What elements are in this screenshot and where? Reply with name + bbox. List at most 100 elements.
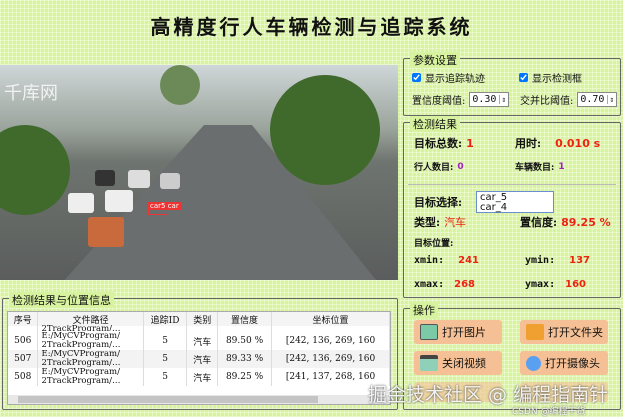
time-label: 用时: bbox=[515, 137, 542, 150]
table-row[interactable]: 506 E:/MyCVProgram/2TrackProgram/… 5 汽车 89.5… bbox=[8, 332, 390, 350]
spin-arrows-icon[interactable]: ⇕ bbox=[499, 95, 507, 104]
scrollbar-thumb[interactable] bbox=[18, 396, 318, 403]
show-box-checkbox[interactable] bbox=[519, 73, 528, 82]
horizontal-scrollbar[interactable] bbox=[8, 395, 390, 404]
cell: E:/MyCVProgram/2TrackProgram/… bbox=[37, 368, 144, 386]
show-track-checkbox[interactable] bbox=[412, 73, 421, 82]
table-row[interactable]: 508 E:/MyCVProgram/2TrackProgram/… 5 汽车 89.2… bbox=[8, 368, 390, 386]
column-header[interactable]: 坐标位置 bbox=[271, 312, 390, 326]
show-track-label: 显示追踪轨迹 bbox=[425, 74, 485, 85]
car bbox=[160, 173, 180, 189]
person-value: 0 bbox=[457, 161, 464, 172]
cell: 汽车 bbox=[186, 368, 219, 386]
cell: E:/MyCVProgram/2TrackProgram/… bbox=[37, 332, 144, 350]
cell: 2TrackProgram/… bbox=[37, 324, 144, 332]
column-header[interactable]: 类别 bbox=[186, 312, 219, 326]
cell: 506 bbox=[8, 332, 39, 350]
xmin-label: xmin: bbox=[414, 255, 445, 266]
conf-threshold-spinbox[interactable]: 0.30 ⇕ bbox=[469, 92, 510, 107]
ymin-value: 137 bbox=[569, 255, 590, 266]
folder-icon bbox=[526, 324, 544, 340]
car bbox=[128, 170, 150, 188]
button-label: 打开文件夹 bbox=[548, 326, 603, 339]
video-clapper-icon bbox=[420, 355, 438, 371]
iou-threshold-label: 交并比阈值: bbox=[520, 96, 574, 107]
target-select[interactable]: car_5 car_4 bbox=[476, 191, 554, 213]
image-icon bbox=[420, 324, 438, 340]
close-video-button[interactable]: 关闭视频 bbox=[414, 351, 502, 375]
confidence-value: 89.25 % bbox=[561, 215, 611, 229]
car bbox=[68, 193, 94, 213]
group-title: 检测结果与位置信息 bbox=[9, 292, 114, 308]
ymax-label: ymax: bbox=[525, 279, 556, 290]
ymin-label: ymin: bbox=[525, 255, 556, 266]
button-label: 打开摄像头 bbox=[545, 357, 600, 370]
divider bbox=[408, 184, 616, 185]
person-label: 行人数目: bbox=[414, 163, 454, 173]
show-box-label: 显示检测框 bbox=[532, 74, 582, 85]
button-label: 关闭视频 bbox=[442, 357, 486, 370]
car bbox=[105, 190, 133, 212]
spin-arrows-icon[interactable]: ⇕ bbox=[607, 95, 615, 104]
select-option[interactable]: car_5 bbox=[480, 192, 508, 203]
target-select-label: 目标选择: bbox=[414, 196, 463, 209]
total-value: 1 bbox=[466, 136, 474, 150]
params-group: 参数设置 bbox=[403, 52, 621, 116]
open-image-button[interactable]: 打开图片 bbox=[414, 320, 502, 344]
juejin-watermark: 掘金技术社区 @ 编程指南针 bbox=[368, 384, 609, 406]
results-table-container: 序号 文件路径 追踪ID 类别 置信度 坐标位置 2TrackProgram/…… bbox=[7, 311, 391, 405]
car bbox=[95, 170, 115, 186]
cell: [241, 137, 268, 160 bbox=[271, 368, 390, 386]
results-table: 序号 文件路径 追踪ID 类别 置信度 坐标位置 2TrackProgram/…… bbox=[8, 312, 390, 386]
group-title: 检测结果 bbox=[410, 116, 460, 132]
conf-threshold-label: 置信度阈值: bbox=[412, 96, 466, 107]
xmax-label: xmax: bbox=[414, 279, 445, 290]
results-group: 检测结果 bbox=[403, 116, 621, 298]
ymax-value: 160 bbox=[565, 279, 586, 290]
type-value: 汽车 bbox=[444, 216, 467, 229]
cell: 507 bbox=[8, 350, 39, 368]
table-row[interactable]: 2TrackProgram/… bbox=[8, 324, 390, 332]
cell: 508 bbox=[8, 368, 39, 386]
partial-path-text: 2TrackProgram/… bbox=[41, 324, 121, 331]
tree bbox=[160, 65, 200, 105]
table-row[interactable]: 507 E:/MyCVProgram/2TrackProgram/… 5 汽车 89.3… bbox=[8, 350, 390, 368]
cell: 5 bbox=[143, 368, 188, 386]
cell: 89.25 % bbox=[217, 368, 273, 386]
csdn-watermark: CSDN @编程干货 bbox=[512, 407, 586, 417]
iou-threshold-spinbox[interactable]: 0.70 ⇕ bbox=[577, 92, 618, 107]
open-folder-button[interactable]: 打开文件夹 bbox=[520, 320, 608, 344]
table-header: 序号 文件路径 追踪ID 类别 置信度 坐标位置 bbox=[8, 312, 390, 326]
extra-button[interactable] bbox=[520, 382, 608, 402]
video-display: car5 car 千库网 bbox=[0, 65, 398, 280]
operations-group: 操作 bbox=[403, 302, 621, 410]
time-value: 0.010 s bbox=[555, 136, 601, 150]
column-header[interactable]: 追踪ID bbox=[143, 312, 188, 326]
button-label: 打开图片 bbox=[442, 326, 486, 339]
column-header[interactable]: 置信度 bbox=[217, 312, 273, 326]
conf-threshold-value: 0.30 bbox=[472, 94, 497, 105]
column-header[interactable]: 文件路径 bbox=[37, 312, 144, 326]
xmin-value: 241 bbox=[458, 255, 479, 266]
vehicle-value: 1 bbox=[558, 161, 565, 172]
confidence-label: 置信度: bbox=[520, 216, 558, 229]
tree bbox=[270, 75, 380, 185]
detection-label: car5 car bbox=[148, 202, 181, 210]
xmax-value: 268 bbox=[454, 279, 475, 290]
select-option[interactable]: car_4 bbox=[480, 202, 508, 213]
cell: 5 bbox=[143, 350, 188, 368]
iou-threshold-value: 0.70 bbox=[580, 94, 605, 105]
cell: [242, 136, 269, 160 bbox=[271, 350, 390, 368]
cell: 汽车 bbox=[186, 350, 219, 368]
open-camera-button[interactable]: 打开摄像头 bbox=[520, 351, 608, 375]
cell: 汽车 bbox=[186, 332, 219, 350]
table-group: 检测结果与位置信息 序号 文件路径 追踪ID 类别 置信度 坐标位置 2Trac… bbox=[2, 292, 398, 410]
column-header[interactable]: 序号 bbox=[8, 312, 39, 326]
cell: 89.33 % bbox=[217, 350, 273, 368]
webcam-icon bbox=[526, 355, 541, 371]
group-title: 参数设置 bbox=[410, 52, 460, 68]
car bbox=[88, 217, 124, 247]
cell: 89.50 % bbox=[217, 332, 273, 350]
cell: E:/MyCVProgram/2TrackProgram/… bbox=[37, 350, 144, 368]
extra-button[interactable] bbox=[414, 382, 502, 402]
